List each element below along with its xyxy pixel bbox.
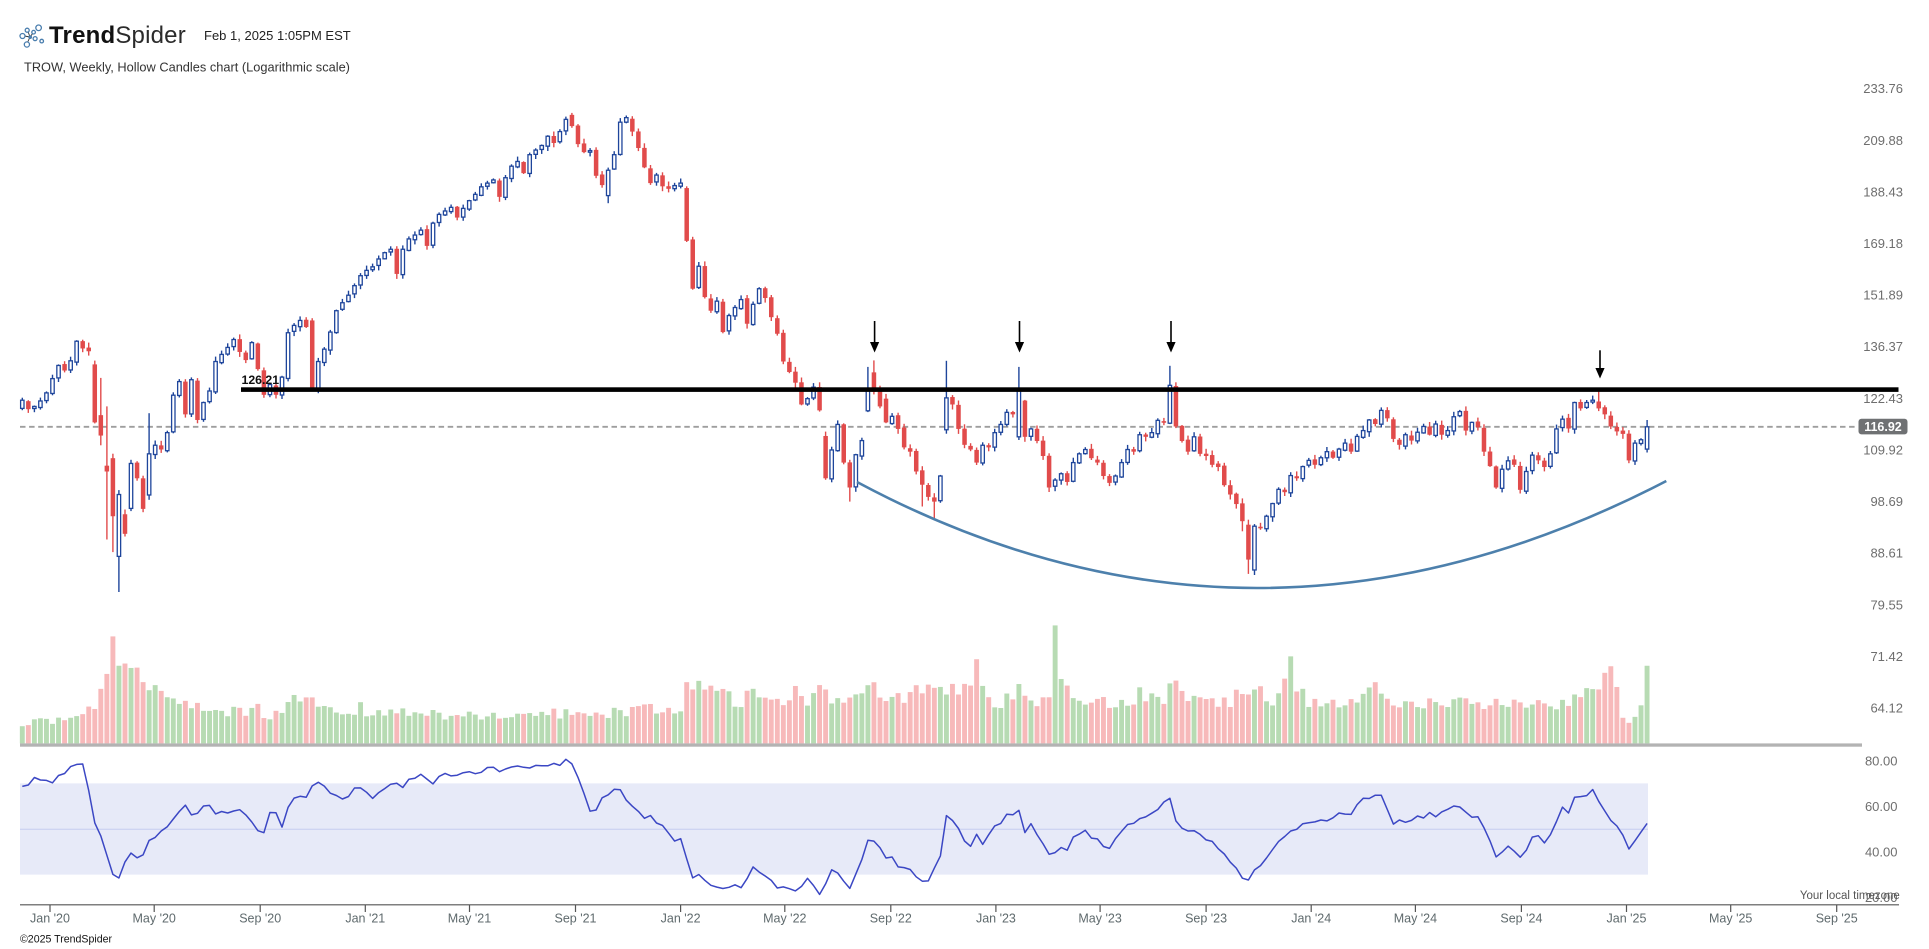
svg-text:Jan '22: Jan '22 [661,912,701,926]
svg-text:Jan '21: Jan '21 [345,912,385,926]
svg-text:May '21: May '21 [448,912,491,926]
svg-text:80.00: 80.00 [1865,753,1898,768]
svg-text:116.92: 116.92 [1864,420,1902,434]
svg-text:May '25: May '25 [1709,912,1752,926]
svg-text:98.69: 98.69 [1870,494,1903,509]
svg-text:©2025 TrendSpider: ©2025 TrendSpider [20,934,112,946]
svg-text:188.43: 188.43 [1863,184,1903,199]
svg-text:109.92: 109.92 [1863,443,1903,458]
svg-text:60.00: 60.00 [1865,799,1898,814]
svg-text:40.00: 40.00 [1865,845,1898,860]
svg-text:Sep '23: Sep '23 [1185,912,1227,926]
svg-text:79.55: 79.55 [1870,597,1903,612]
svg-text:88.61: 88.61 [1870,546,1903,561]
svg-text:May '22: May '22 [763,912,806,926]
svg-text:Sep '24: Sep '24 [1500,912,1542,926]
svg-text:May '23: May '23 [1078,912,1121,926]
svg-text:Feb 1, 2025 1:05PM EST: Feb 1, 2025 1:05PM EST [204,28,351,43]
svg-text:Sep '20: Sep '20 [239,912,281,926]
svg-text:Your local timezone: Your local timezone [1800,890,1900,902]
svg-text:233.76: 233.76 [1863,81,1903,96]
svg-text:Sep '22: Sep '22 [870,912,912,926]
svg-text:136.37: 136.37 [1863,339,1903,354]
svg-text:May '20: May '20 [133,912,176,926]
svg-text:169.18: 169.18 [1863,236,1903,251]
svg-text:64.12: 64.12 [1870,701,1903,716]
svg-text:TROW, Weekly, Hollow Candles c: TROW, Weekly, Hollow Candles chart (Loga… [24,60,350,75]
svg-text:Jan '20: Jan '20 [30,912,70,926]
svg-text:TrendSpider: TrendSpider [49,22,186,49]
svg-text:Sep '21: Sep '21 [554,912,596,926]
svg-text:126.21: 126.21 [242,373,280,387]
svg-text:Sep '25: Sep '25 [1816,912,1858,926]
svg-text:122.43: 122.43 [1863,391,1903,406]
svg-text:20.00: 20.00 [1865,890,1898,905]
svg-text:209.88: 209.88 [1863,133,1903,148]
svg-text:Jan '23: Jan '23 [976,912,1016,926]
svg-text:71.42: 71.42 [1870,649,1903,664]
svg-text:Jan '25: Jan '25 [1607,912,1647,926]
svg-text:151.89: 151.89 [1863,288,1903,303]
svg-text:Jan '24: Jan '24 [1291,912,1331,926]
svg-text:May '24: May '24 [1394,912,1437,926]
